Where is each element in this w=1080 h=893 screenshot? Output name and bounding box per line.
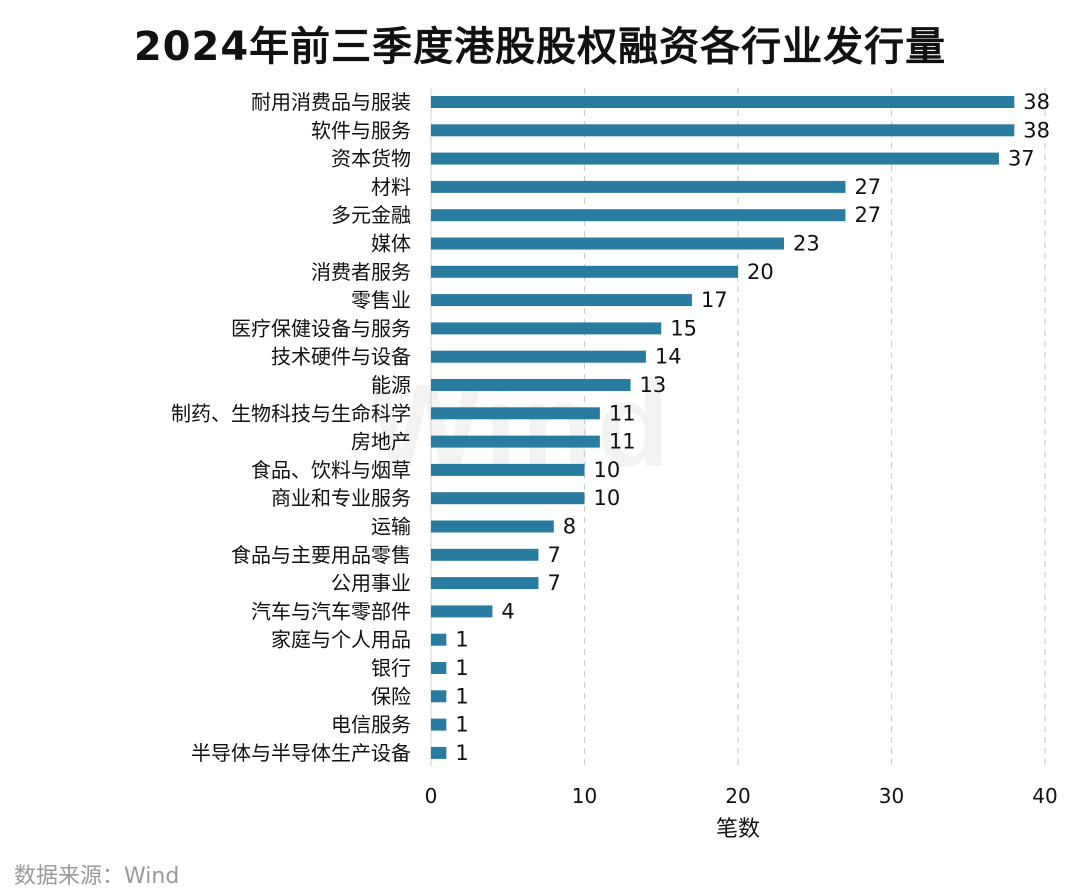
- bar: [431, 577, 539, 590]
- bar: [431, 520, 554, 533]
- category-label: 半导体与半导体生产设备: [191, 741, 411, 765]
- bar: [431, 435, 600, 448]
- bar: [431, 209, 846, 222]
- category-label: 家庭与个人用品: [271, 628, 411, 652]
- bar: [431, 180, 846, 193]
- category-label: 银行: [371, 656, 411, 680]
- bar: [431, 124, 1015, 137]
- value-label: 1: [455, 628, 468, 652]
- value-label: 27: [854, 175, 881, 199]
- bar: [431, 746, 447, 759]
- value-label: 14: [655, 345, 682, 369]
- value-label: 11: [609, 401, 636, 425]
- bar: [431, 294, 692, 307]
- bar: [431, 633, 447, 646]
- bar: [431, 492, 585, 505]
- value-label: 15: [670, 316, 697, 340]
- x-axis-label: 笔数: [716, 817, 760, 842]
- bar: [431, 662, 447, 674]
- value-label: 7: [547, 571, 560, 595]
- value-label: 38: [1023, 118, 1050, 142]
- category-label: 软件与服务: [311, 118, 411, 142]
- category-label: 零售业: [351, 288, 411, 312]
- category-label: 保险: [371, 684, 411, 708]
- bar: [431, 237, 785, 250]
- x-tick-label: 40: [1032, 784, 1057, 808]
- value-label: 7: [547, 543, 560, 567]
- value-label: 1: [455, 713, 468, 737]
- x-tick-label: 30: [879, 784, 904, 808]
- x-tick-label: 0: [425, 784, 438, 808]
- category-label: 媒体: [371, 232, 411, 256]
- category-label: 食品、饮料与烟草: [251, 458, 411, 482]
- value-label: 4: [501, 599, 514, 623]
- bar: [431, 548, 539, 561]
- value-label: 1: [455, 656, 468, 680]
- chart-title: 2024年前三季度港股股权融资各行业发行量: [133, 24, 947, 70]
- value-label: 11: [609, 430, 636, 454]
- value-label: 8: [563, 515, 576, 539]
- category-label: 技术硬件与设备: [271, 345, 411, 369]
- category-label: 多元金融: [331, 203, 411, 227]
- bar: [431, 463, 585, 476]
- bar: [431, 322, 662, 335]
- category-label: 食品与主要用品零售: [231, 543, 411, 567]
- value-label: 37: [1008, 147, 1035, 171]
- source-note: 数据来源：Wind: [14, 864, 180, 889]
- x-tick-label: 10: [572, 784, 597, 808]
- bar: [431, 379, 631, 391]
- category-label: 材料: [371, 175, 411, 199]
- bar: [431, 152, 999, 165]
- grid-lines: [430, 88, 1046, 766]
- category-label: 电信服务: [331, 713, 411, 737]
- category-label: 资本货物: [331, 147, 411, 171]
- category-label: 消费者服务: [311, 260, 411, 284]
- category-label: 耐用消费品与服装: [251, 90, 411, 114]
- value-label: 1: [455, 741, 468, 765]
- category-label: 医疗保健设备与服务: [231, 316, 411, 340]
- bars: [431, 96, 1015, 759]
- category-label: 汽车与汽车零部件: [251, 599, 411, 623]
- x-tick-labels: 0 10 20 30 40: [425, 784, 1058, 808]
- value-label: 17: [701, 288, 728, 312]
- category-label: 运输: [371, 515, 411, 539]
- bar: [431, 690, 447, 703]
- value-label: 27: [854, 203, 881, 227]
- bar: [431, 265, 738, 278]
- bar: [431, 96, 1015, 108]
- value-label: 10: [594, 486, 621, 510]
- category-label: 房地产: [351, 430, 411, 454]
- category-label: 商业和专业服务: [271, 486, 411, 510]
- value-label: 38: [1023, 90, 1050, 114]
- value-label: 10: [594, 458, 621, 482]
- value-label: 23: [793, 232, 820, 256]
- category-label: 公用事业: [331, 571, 411, 595]
- bar: [431, 605, 493, 618]
- bar: [431, 718, 447, 731]
- value-label: 13: [640, 373, 667, 397]
- value-label: 1: [455, 684, 468, 708]
- value-label: 20: [747, 260, 774, 284]
- x-tick-label: 20: [725, 784, 750, 808]
- category-label: 制药、生物科技与生命科学: [171, 401, 411, 425]
- bar: [431, 407, 600, 420]
- bar: [431, 350, 646, 363]
- category-label: 能源: [371, 373, 411, 397]
- category-labels: 耐用消费品与服装软件与服务资本货物材料多元金融媒体消费者服务零售业医疗保健设备与…: [171, 90, 411, 765]
